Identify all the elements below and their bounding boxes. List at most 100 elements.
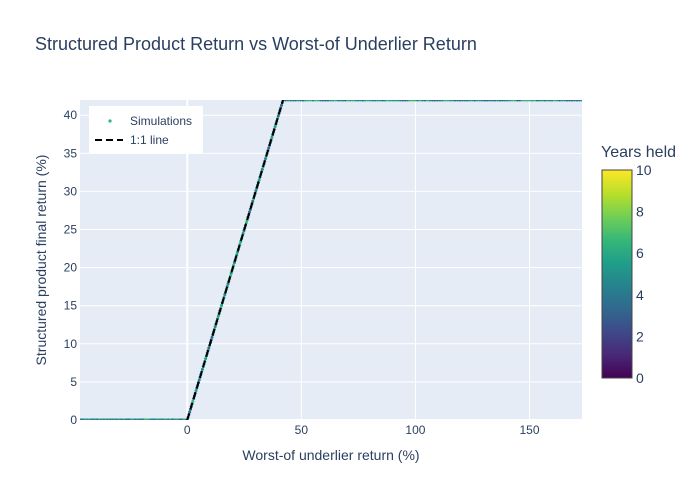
simulation-point bbox=[523, 100, 527, 102]
simulation-point bbox=[535, 100, 539, 102]
simulation-point bbox=[398, 100, 402, 102]
x-tick-label: 50 bbox=[295, 423, 309, 437]
simulation-point bbox=[386, 100, 390, 102]
simulation-point bbox=[540, 100, 544, 102]
simulation-point bbox=[388, 100, 392, 102]
y-tick-label: 5 bbox=[70, 375, 77, 389]
simulation-point bbox=[188, 410, 192, 414]
simulation-point bbox=[416, 100, 420, 102]
simulation-point bbox=[368, 100, 372, 102]
simulation-point bbox=[257, 178, 261, 182]
legend-background bbox=[89, 106, 203, 153]
simulation-point bbox=[210, 335, 214, 339]
one-to-one-line bbox=[186, 100, 285, 420]
simulation-point bbox=[383, 100, 387, 102]
simulation-point bbox=[200, 367, 204, 371]
simulation-point bbox=[276, 114, 280, 118]
simulation-point bbox=[286, 100, 290, 102]
legend-simulations-label[interactable]: Simulations bbox=[130, 114, 192, 128]
simulation-point bbox=[406, 100, 410, 102]
simulation-point bbox=[341, 100, 345, 102]
simulation-point bbox=[450, 100, 454, 102]
y-axis-title: Structured product final return (%) bbox=[33, 155, 49, 366]
grid bbox=[80, 100, 582, 421]
simulation-point bbox=[391, 100, 395, 102]
simulation-point bbox=[207, 346, 211, 350]
colorbar: Years held 0 2 4 6 8 10 bbox=[601, 144, 676, 386]
simulation-point bbox=[194, 389, 198, 393]
simulation-point bbox=[328, 100, 332, 102]
simulation-point bbox=[505, 100, 509, 102]
simulation-point bbox=[223, 293, 227, 297]
simulation-point bbox=[351, 100, 355, 102]
simulation-point bbox=[336, 100, 340, 102]
simulation-point bbox=[480, 100, 484, 102]
simulation-point bbox=[284, 100, 288, 102]
simulation-point bbox=[376, 100, 380, 102]
simulation-point bbox=[338, 100, 342, 102]
x-tick-label: 0 bbox=[184, 423, 191, 437]
simulation-point bbox=[296, 100, 300, 102]
y-tick-label: 20 bbox=[64, 261, 78, 275]
simulation-point bbox=[570, 100, 574, 102]
colorbar-gradient bbox=[601, 169, 633, 379]
simulation-point bbox=[331, 100, 335, 102]
simulation-point bbox=[445, 100, 449, 102]
colorbar-ticks: 0 2 4 6 8 10 bbox=[636, 162, 652, 386]
legend-simulations-marker bbox=[108, 119, 112, 123]
simulation-point bbox=[455, 100, 459, 102]
simulation-point bbox=[343, 100, 347, 102]
simulation-point bbox=[204, 357, 208, 361]
colorbar-tick-label: 0 bbox=[636, 370, 644, 386]
simulation-point bbox=[460, 100, 464, 102]
y-tick-label: 30 bbox=[64, 184, 78, 198]
simulation-point bbox=[550, 100, 554, 102]
simulation-point bbox=[348, 100, 352, 102]
x-tick-label: 150 bbox=[520, 423, 540, 437]
y-tick-label: 15 bbox=[64, 299, 78, 313]
simulation-point bbox=[254, 189, 258, 193]
simulation-point bbox=[555, 100, 559, 102]
simulation-point bbox=[316, 100, 320, 102]
y-tick-label: 25 bbox=[64, 223, 78, 237]
simulation-point bbox=[378, 100, 382, 102]
simulation-point bbox=[213, 325, 217, 329]
y-tick-label: 35 bbox=[64, 146, 78, 160]
colorbar-tick-label: 6 bbox=[636, 245, 644, 261]
simulation-point bbox=[515, 100, 519, 102]
colorbar-title: Years held bbox=[601, 144, 676, 161]
simulation-point bbox=[401, 100, 405, 102]
simulation-point bbox=[361, 100, 365, 102]
legend-line-label[interactable]: 1:1 line bbox=[130, 133, 169, 147]
simulation-point bbox=[433, 100, 437, 102]
y-tick-label: 10 bbox=[64, 337, 78, 351]
simulation-point bbox=[306, 100, 310, 102]
simulation-point bbox=[311, 100, 315, 102]
simulation-point bbox=[333, 100, 337, 102]
simulation-point bbox=[393, 100, 397, 102]
simulation-point bbox=[251, 199, 255, 203]
simulation-point bbox=[443, 100, 447, 102]
simulation-point bbox=[244, 221, 248, 225]
simulation-point bbox=[353, 100, 357, 102]
simulation-point bbox=[500, 100, 504, 102]
simulation-point bbox=[575, 100, 579, 102]
simulation-point bbox=[560, 100, 564, 102]
simulation-point bbox=[267, 146, 271, 150]
simulation-point bbox=[318, 100, 322, 102]
legend[interactable]: Simulations 1:1 line bbox=[89, 106, 203, 153]
colorbar-tick-label: 10 bbox=[636, 162, 652, 178]
simulation-point bbox=[483, 100, 487, 102]
simulation-point bbox=[438, 100, 442, 102]
simulation-point bbox=[578, 100, 582, 102]
simulation-point bbox=[428, 100, 432, 102]
colorbar-tick-label: 8 bbox=[636, 204, 644, 220]
simulation-point bbox=[426, 100, 430, 102]
simulation-point bbox=[530, 100, 534, 102]
simulation-point bbox=[470, 100, 474, 102]
simulation-point bbox=[448, 100, 452, 102]
simulation-point bbox=[553, 100, 557, 102]
simulation-point bbox=[468, 100, 472, 102]
simulation-point bbox=[545, 100, 549, 102]
